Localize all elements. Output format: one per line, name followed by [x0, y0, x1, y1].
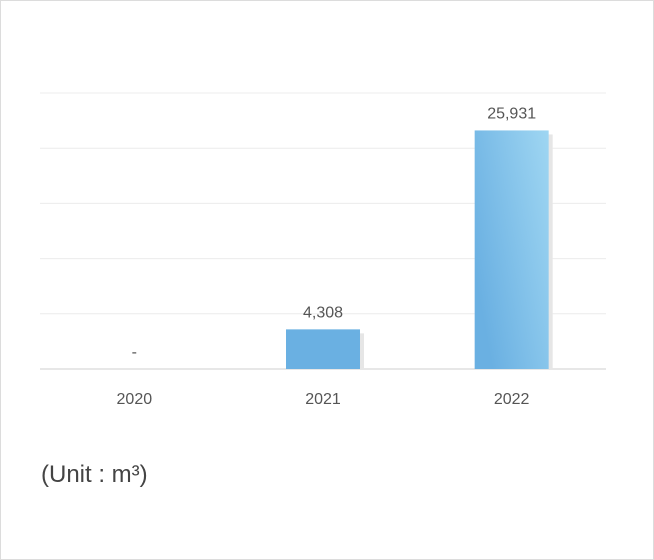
bar [286, 329, 360, 369]
x-tick-label: 2020 [117, 391, 153, 408]
x-tick-label: 2021 [305, 391, 341, 408]
unit-note: (Unit : m³) [41, 461, 148, 488]
bar [474, 130, 549, 369]
chart: 2020 - 2021 4,308 2022 25,931 [40, 92, 606, 408]
value-label: 25,931 [487, 106, 536, 123]
value-label: 4,308 [303, 305, 343, 322]
x-tick-label: 2022 [494, 391, 530, 408]
value-label: - [132, 344, 137, 361]
